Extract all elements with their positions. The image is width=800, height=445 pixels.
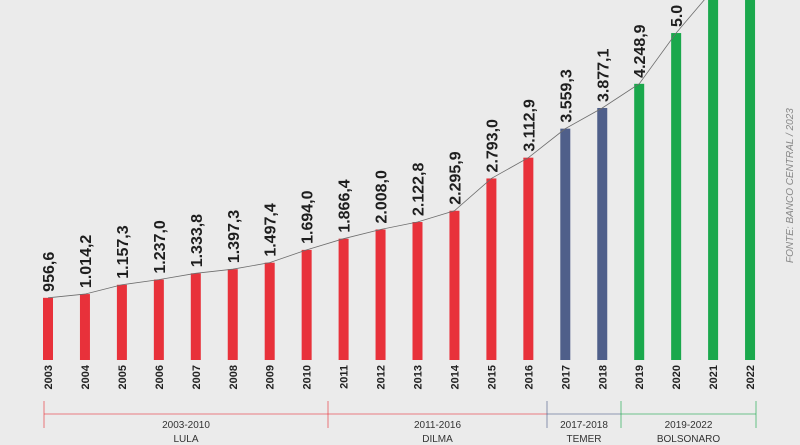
period-name: LULA <box>173 434 198 445</box>
year-label-2005: 2005 <box>117 365 129 389</box>
year-label-2006: 2006 <box>154 365 166 389</box>
bar-2009 <box>264 262 275 360</box>
period-name: TEMER <box>567 434 602 445</box>
year-label-2019: 2019 <box>634 365 646 389</box>
year-label-2022: 2022 <box>745 365 757 389</box>
bar-2006 <box>153 279 164 360</box>
value-label-2008: 1.397,3 <box>226 210 243 263</box>
year-label-2008: 2008 <box>228 365 240 389</box>
bar-2018 <box>597 107 608 361</box>
source-note: FONTE: BANCO CENTRAL / 2023 <box>785 108 796 263</box>
period-range: 2011-2016 <box>414 420 462 431</box>
year-label-2013: 2013 <box>413 365 425 389</box>
year-label-2018: 2018 <box>597 365 609 389</box>
period-lula: 2003-2010 LULA <box>43 401 328 445</box>
period-name: BOLSONARO <box>657 434 721 445</box>
year-label-2007: 2007 <box>191 365 203 389</box>
value-label-2018: 3.877,1 <box>595 49 612 102</box>
year-label-2010: 2010 <box>302 365 314 389</box>
value-label-2003: 956,6 <box>41 252 58 292</box>
year-label-2015: 2015 <box>486 365 498 389</box>
value-label-2007: 1.333,8 <box>189 214 206 267</box>
bar-2008 <box>227 269 238 360</box>
bar-2016 <box>523 157 534 360</box>
bar-2004 <box>79 294 90 360</box>
period-range: 2003-2010 <box>162 420 210 431</box>
value-label-2013: 2.122,8 <box>411 163 428 216</box>
year-label-2011: 2011 <box>339 365 351 389</box>
year-label-2014: 2014 <box>449 364 461 389</box>
bar-2005 <box>116 284 127 360</box>
bar-2020 <box>671 33 682 361</box>
year-label-2003: 2003 <box>43 365 55 389</box>
value-label-2012: 2.008,0 <box>374 170 391 223</box>
bar-2014 <box>449 210 460 360</box>
bar-2003 <box>43 297 53 360</box>
period-range: 2019-2022 <box>665 420 713 431</box>
year-label-2012: 2012 <box>376 365 388 389</box>
period-temer: 2017-2018 TEMER <box>546 401 621 445</box>
period-name: DILMA <box>422 434 453 445</box>
bar-2013 <box>412 222 423 360</box>
value-label-2019: 4.248,9 <box>632 24 649 77</box>
value-label-2015: 2.793,0 <box>484 119 501 172</box>
bar-2010 <box>301 249 312 360</box>
value-label-2006: 1.237,0 <box>152 220 169 273</box>
value-label-2014: 2.295,9 <box>447 151 464 204</box>
value-label-2004: 1.014,2 <box>78 235 95 288</box>
year-label-2017: 2017 <box>560 365 572 389</box>
year-label-2020: 2020 <box>671 365 683 389</box>
bar-2011 <box>338 238 349 360</box>
year-label-2016: 2016 <box>523 365 535 389</box>
value-label-2016: 3.112,9 <box>521 99 538 152</box>
period-dilma: 2011-2016 DILMA <box>327 401 547 445</box>
value-label-2017: 3.559,3 <box>558 69 575 122</box>
year-label-2021: 2021 <box>708 365 720 389</box>
bar-2022 <box>745 0 756 360</box>
value-label-2011: 1.866,4 <box>337 179 354 232</box>
period-range: 2017-2018 <box>560 420 608 431</box>
year-label-2004: 2004 <box>80 364 92 389</box>
bar-2021 <box>708 0 719 360</box>
bar-2012 <box>375 229 386 360</box>
bar-2007 <box>190 273 201 360</box>
value-label-2010: 1.694,0 <box>300 190 317 243</box>
bar-2017 <box>560 128 571 360</box>
value-label-2009: 1.497,4 <box>263 203 280 256</box>
trend-line <box>47 0 705 299</box>
year-label-2009: 2009 <box>265 365 277 389</box>
bar-2019 <box>634 83 645 360</box>
value-label-2005: 1.157,3 <box>115 225 132 278</box>
bar-2015 <box>486 178 497 360</box>
value-label-2020: 5.0 <box>669 5 686 27</box>
period-bolsonaro: 2019-2022 BOLSONARO <box>620 401 757 445</box>
